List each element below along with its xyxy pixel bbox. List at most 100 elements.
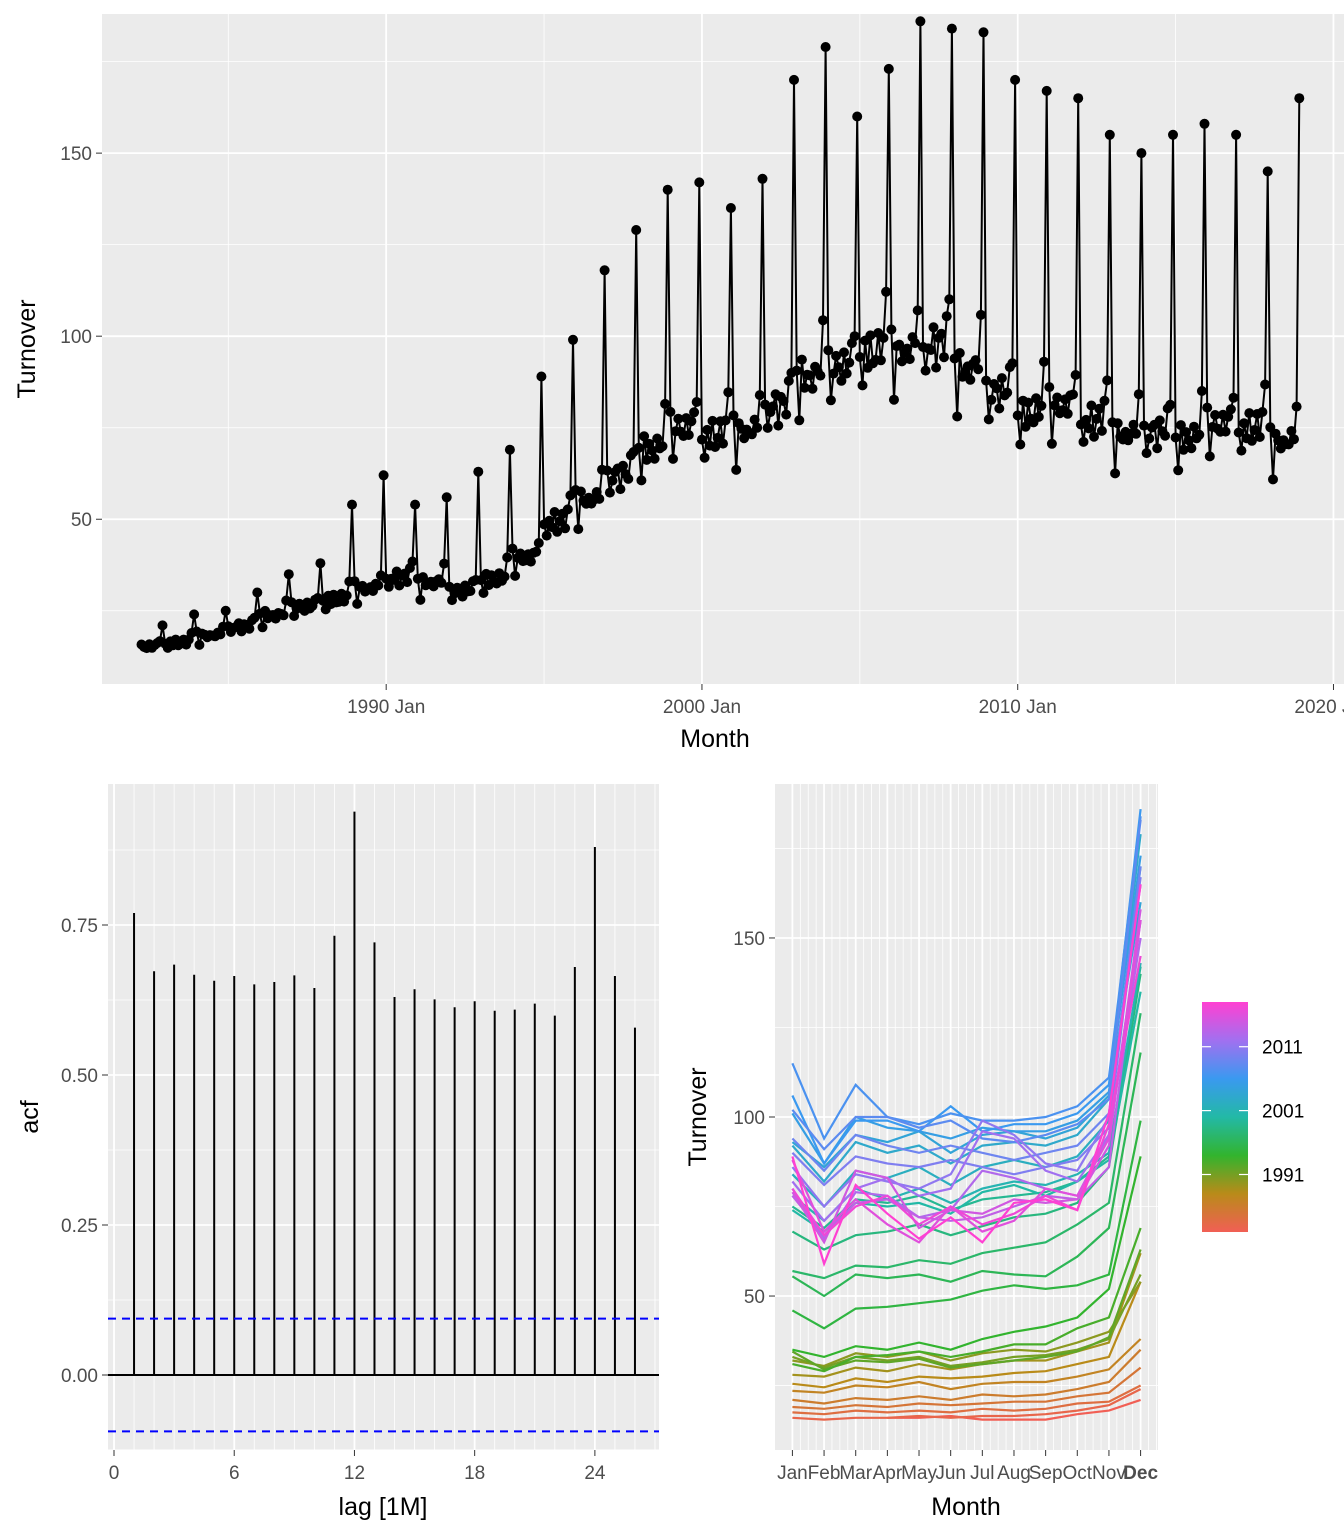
turnover-point — [1012, 410, 1023, 421]
turnover-point — [686, 416, 697, 427]
turnover-point — [668, 453, 678, 464]
turnover-point — [823, 345, 834, 356]
y-tick-label: 100 — [60, 327, 92, 348]
turnover-point — [1141, 448, 1152, 459]
turnover-point — [1044, 382, 1055, 393]
time-plot-ticks: 50 100 150 1990 Jan 2000 Jan 2010 Jan 2020 Jan — [60, 144, 1344, 718]
acf-plot-x-title: lag [1M] — [339, 1493, 428, 1521]
turnover-point — [833, 362, 844, 373]
turnover-point — [1136, 148, 1147, 159]
turnover-point — [1194, 429, 1205, 440]
turnover-point — [1189, 421, 1199, 432]
year-line — [791, 808, 1142, 1166]
x-tick-label: 2020 Jan — [1294, 697, 1344, 718]
year-line — [791, 919, 1142, 1244]
turnover-point — [910, 338, 921, 349]
turnover-point — [1033, 411, 1044, 422]
turnover-point — [328, 589, 339, 600]
turnover-point — [831, 350, 842, 361]
turnover-point — [1094, 403, 1105, 414]
x-tick-label: Jun — [935, 1463, 966, 1484]
turnover-point — [510, 570, 521, 581]
year-line — [792, 1388, 1142, 1421]
turnover-point — [473, 466, 484, 477]
turnover-point — [441, 492, 452, 503]
turnover-point — [1128, 419, 1139, 430]
x-tick-label: Dec — [1123, 1463, 1158, 1484]
turnover-point — [1199, 118, 1210, 129]
turnover-point — [760, 399, 771, 410]
turnover-point — [839, 347, 849, 358]
year-line — [792, 1227, 1142, 1373]
turnover-point — [378, 470, 389, 481]
turnover-point — [1052, 392, 1063, 403]
colorbar-label: 1991 — [1262, 1166, 1304, 1187]
turnover-point — [1041, 85, 1052, 96]
turnover-point — [762, 422, 773, 433]
turnover-point — [1073, 93, 1084, 104]
turnover-point — [975, 309, 986, 320]
turnover-point — [1173, 465, 1184, 476]
year-line — [792, 1338, 1142, 1394]
turnover-point — [875, 355, 886, 366]
turnover-point — [1110, 468, 1121, 479]
year-line — [791, 1249, 1142, 1371]
acf-plot-panel — [108, 784, 659, 1450]
y-tick-label: 50 — [71, 510, 92, 531]
year-line — [791, 884, 1142, 1209]
turnover-point — [983, 414, 994, 425]
turnover-point — [1246, 435, 1257, 446]
turnover-point — [883, 63, 894, 74]
year-line — [792, 1156, 1142, 1359]
turnover-point — [1083, 423, 1094, 434]
turnover-point — [478, 588, 489, 598]
turnover-point — [970, 355, 981, 366]
turnover-point — [783, 375, 794, 386]
turnover-point — [215, 629, 226, 640]
year-line — [791, 909, 1142, 1245]
turnover-point — [465, 586, 476, 596]
turnover-point — [718, 438, 728, 449]
turnover-point — [641, 454, 652, 465]
turnover-point — [673, 413, 684, 424]
y-tick-label: 150 — [60, 144, 92, 165]
turnover-point — [1020, 421, 1031, 432]
turnover-point — [1133, 389, 1144, 400]
turnover-point — [965, 374, 976, 385]
year-line — [791, 819, 1142, 1151]
turnover-point — [1039, 356, 1049, 367]
x-tick-label: Feb — [808, 1463, 841, 1484]
turnover-point — [915, 16, 926, 27]
turnover-point — [1181, 427, 1192, 438]
turnover-point — [1196, 386, 1207, 396]
turnover-point — [1291, 401, 1302, 412]
y-tick-label: 0.00 — [61, 1366, 98, 1387]
turnover-point — [618, 460, 628, 471]
colorbar-label: 2001 — [1262, 1102, 1304, 1123]
x-tick-label: 24 — [584, 1463, 606, 1484]
turnover-point — [804, 370, 815, 381]
turnover-point — [725, 203, 736, 213]
turnover-point — [1031, 393, 1042, 404]
turnover-point — [1104, 129, 1115, 140]
turnover-point — [857, 380, 868, 391]
turnover-point — [807, 383, 818, 394]
x-tick-label: 6 — [229, 1463, 240, 1484]
x-tick-label: Sep — [1029, 1463, 1063, 1484]
turnover-point — [815, 370, 826, 381]
turnover-point — [533, 538, 544, 548]
turnover-point — [865, 330, 876, 341]
turnover-point — [1102, 375, 1113, 386]
turnover-point — [1178, 444, 1189, 455]
turnover-point — [1081, 414, 1092, 425]
x-tick-label: Oct — [1063, 1463, 1093, 1484]
year-line — [792, 1384, 1142, 1416]
turnover-point — [1186, 443, 1197, 454]
x-tick-label: Aug — [997, 1463, 1031, 1484]
turnover-point — [1046, 438, 1057, 449]
turnover-point — [636, 475, 647, 486]
seasonal-plot-y-title: Turnover — [684, 1067, 712, 1166]
turnover-point — [599, 265, 610, 276]
turnover-point — [820, 42, 831, 52]
turnover-point — [720, 415, 731, 426]
